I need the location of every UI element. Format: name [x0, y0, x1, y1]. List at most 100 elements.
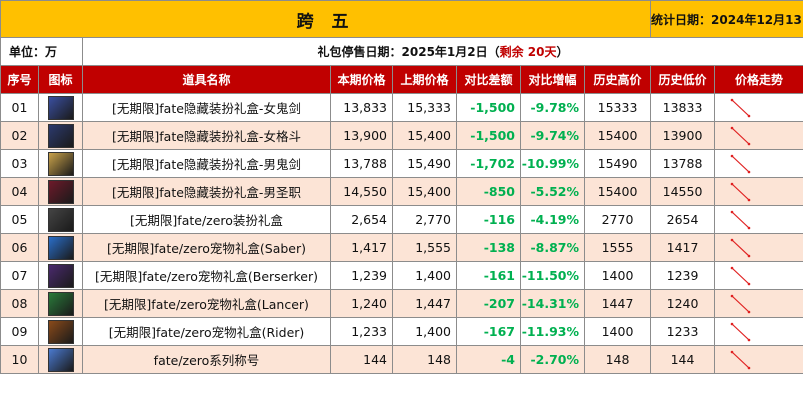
history-high: 15400: [583, 121, 652, 150]
rider-pet-icon: [47, 319, 74, 344]
table-row: 03 [无期限]fate隐藏装扮礼盒-男鬼剑 13,788 15,490 -1,702-…: [0, 149, 803, 178]
history-high: 1400: [583, 261, 652, 290]
history-high: 15400: [583, 177, 652, 206]
trend-cell: [714, 289, 803, 318]
price-diff: -116: [456, 205, 521, 234]
price-diff: -1,500: [456, 93, 521, 122]
table-row: 08 [无期限]fate/zero宠物礼盒(Lancer) 1,240 1,447 -2…: [0, 289, 803, 318]
col-header-history-low: 历史低价: [650, 65, 716, 94]
price-change-pct: -8.87%: [520, 233, 585, 262]
item-name: [无期限]fate/zero宠物礼盒(Lancer): [82, 289, 331, 318]
stat-date: 统计日期：2024年12月13日: [650, 0, 803, 38]
item-icon-cell: [38, 149, 83, 178]
history-low: 13900: [650, 121, 716, 150]
item-icon-cell: [38, 177, 83, 206]
item-name: [无期限]fate隐藏装扮礼盒-男鬼剑: [82, 149, 331, 178]
previous-price: 15,333: [392, 93, 457, 122]
item-icon-cell: [38, 121, 83, 150]
price-trend-sparkline: [730, 98, 751, 117]
history-high: 2770: [583, 205, 652, 234]
history-low: 2654: [650, 205, 716, 234]
female-fighter-icon: [47, 123, 74, 148]
col-header-history-high: 历史高价: [583, 65, 652, 94]
price-diff: -1,500: [456, 121, 521, 150]
saber-pet-icon: [47, 235, 74, 260]
price-trend-sparkline: [730, 210, 751, 229]
previous-price: 1,400: [392, 261, 457, 290]
stop-sale-label: 礼包停售日期：2025年1月2日（: [317, 45, 500, 59]
price-change-pct: -11.50%: [520, 261, 585, 290]
current-price: 1,240: [330, 289, 393, 318]
berserker-pet-icon: [47, 263, 74, 288]
current-price: 1,239: [330, 261, 393, 290]
table-row: 07 [无期限]fate/zero宠物礼盒(Berserker) 1,239 1,40…: [0, 261, 803, 290]
previous-price: 2,770: [392, 205, 457, 234]
price-table: 跨 五 统计日期：2024年12月13日 单位：万 礼包停售日期：2025年1月…: [0, 0, 803, 374]
table-row: 04 [无期限]fate隐藏装扮礼盒-男圣职 14,550 15,400 -850 -5.…: [0, 177, 803, 206]
price-change-pct: -4.19%: [520, 205, 585, 234]
current-price: 144: [330, 345, 393, 374]
price-change-pct: -5.52%: [520, 177, 585, 206]
item-name: [无期限]fate/zero宠物礼盒(Berserker): [82, 261, 331, 290]
male-priest-icon: [47, 179, 74, 204]
header-row: 序号 图标 道具名称 本期价格 上期价格 对比差额 对比增幅 历史高价 历史低价…: [0, 65, 803, 94]
item-name: [无期限]fate/zero装扮礼盒: [82, 205, 331, 234]
row-number: 06: [0, 233, 39, 262]
item-name: [无期限]fate隐藏装扮礼盒-女鬼剑: [82, 93, 331, 122]
price-change-pct: -2.70%: [520, 345, 585, 374]
trend-cell: [714, 93, 803, 122]
price-diff: -4: [456, 345, 521, 374]
trend-cell: [714, 149, 803, 178]
title-row: 跨 五 统计日期：2024年12月13日: [0, 0, 803, 38]
trend-cell: [714, 317, 803, 346]
lancer-pet-icon: [47, 291, 74, 316]
stop-sale-info: 礼包停售日期：2025年1月2日（剩余 20天）: [81, 37, 803, 66]
price-diff: -1,702: [456, 149, 521, 178]
col-header-pct: 对比增幅: [520, 65, 585, 94]
page-title: 跨 五: [0, 0, 652, 38]
item-icon-cell: [38, 205, 83, 234]
history-high: 1447: [583, 289, 652, 318]
price-change-pct: -9.74%: [520, 121, 585, 150]
history-low: 13788: [650, 149, 716, 178]
price-change-pct: -9.78%: [520, 93, 585, 122]
col-header-no: 序号: [0, 65, 39, 94]
table-row: 01 [无期限]fate隐藏装扮礼盒-女鬼剑 13,833 15,333 -1,500-…: [0, 93, 803, 122]
price-diff: -161: [456, 261, 521, 290]
history-high: 1555: [583, 233, 652, 262]
row-number: 08: [0, 289, 39, 318]
history-low: 144: [650, 345, 716, 374]
row-number: 10: [0, 345, 39, 374]
row-number: 02: [0, 121, 39, 150]
history-low: 1233: [650, 317, 716, 346]
trend-cell: [714, 121, 803, 150]
item-icon-cell: [38, 261, 83, 290]
row-number: 03: [0, 149, 39, 178]
col-header-diff: 对比差额: [456, 65, 521, 94]
history-low: 14550: [650, 177, 716, 206]
row-number: 07: [0, 261, 39, 290]
history-high: 1400: [583, 317, 652, 346]
table-row: 10 fate/zero系列称号 144 148 -4 -2.70% 148 144: [0, 345, 803, 374]
title-sword-icon: [47, 347, 74, 372]
price-trend-sparkline: [730, 266, 751, 285]
col-header-previous-price: 上期价格: [392, 65, 457, 94]
trend-cell: [714, 261, 803, 290]
male-ghost-swordsman-icon: [47, 151, 74, 176]
row-number: 04: [0, 177, 39, 206]
history-high: 148: [583, 345, 652, 374]
trend-cell: [714, 177, 803, 206]
table-row: 05 [无期限]fate/zero装扮礼盒 2,654 2,770 -116 -4.19%…: [0, 205, 803, 234]
price-trend-sparkline: [730, 126, 751, 145]
col-header-current-price: 本期价格: [330, 65, 393, 94]
col-header-trend: 价格走势: [714, 65, 803, 94]
history-high: 15490: [583, 149, 652, 178]
female-ghost-swordsman-icon: [47, 95, 74, 120]
price-trend-sparkline: [730, 238, 751, 257]
item-name: [无期限]fate隐藏装扮礼盒-女格斗: [82, 121, 331, 150]
current-price: 13,833: [330, 93, 393, 122]
current-price: 1,233: [330, 317, 393, 346]
previous-price: 15,400: [392, 121, 457, 150]
price-trend-sparkline: [730, 182, 751, 201]
price-trend-sparkline: [730, 154, 751, 173]
